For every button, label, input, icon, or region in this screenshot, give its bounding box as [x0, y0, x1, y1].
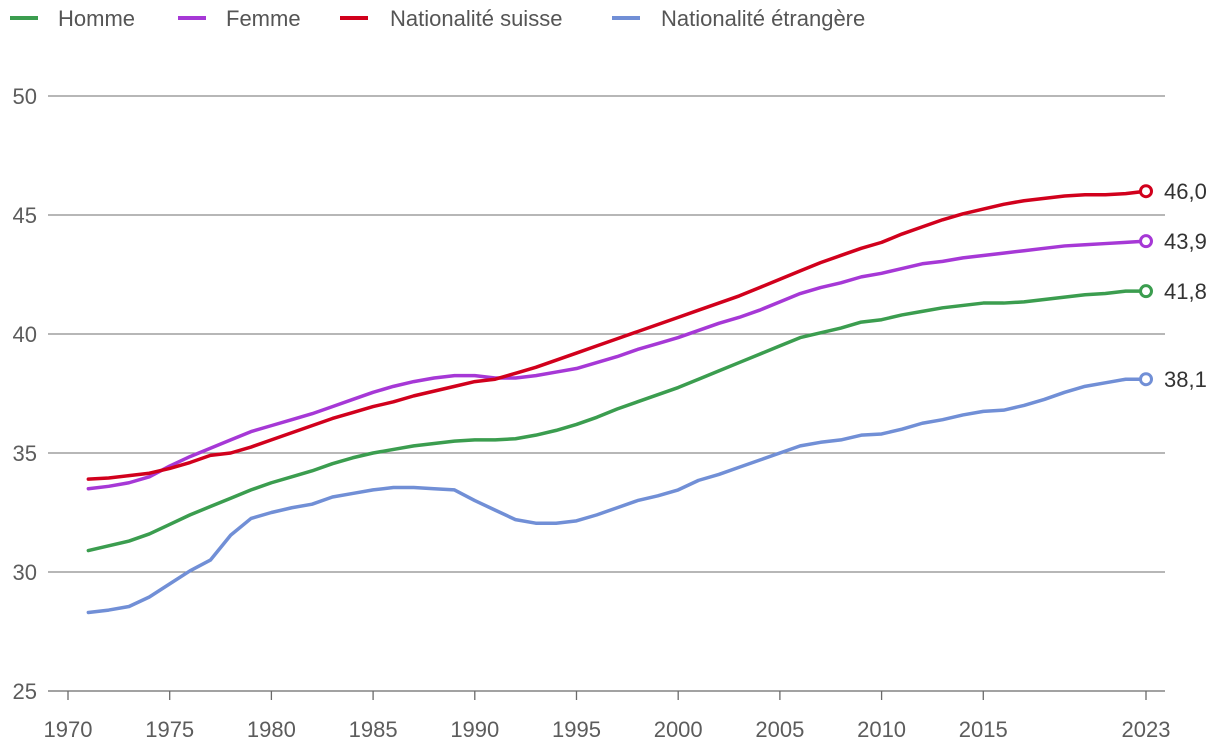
x-tick-label-2023: 2023	[1122, 717, 1171, 742]
x-tick-label-2005: 2005	[755, 717, 804, 742]
x-tick-label-1990: 1990	[450, 717, 499, 742]
legend-item-femme: Femme	[178, 6, 301, 31]
end-label-femme: 43,9	[1164, 229, 1207, 254]
end-marker-nationalite-etrangere	[1139, 372, 1153, 387]
x-axis: 1970 1975 1980 1985 1990 1995 2000 2005 2010 2015…	[44, 691, 1171, 742]
x-tick-label-1970: 1970	[44, 717, 93, 742]
series-line-nationalite-etrangere	[86, 377, 1148, 615]
end-marker-homme	[1139, 284, 1153, 299]
end-marker-femme	[1139, 234, 1153, 249]
x-tick-label-1975: 1975	[145, 717, 194, 742]
legend-label-homme: Homme	[58, 6, 135, 31]
legend-label-nationalite-suisse: Nationalité suisse	[390, 6, 562, 31]
y-axis: 25 30 35 40 45 50	[13, 84, 37, 704]
end-label-nationalite-suisse: 46,0	[1164, 179, 1207, 204]
legend: Homme Femme Nationalité suisse Nationali…	[10, 6, 865, 31]
legend-item-homme: Homme	[10, 6, 135, 31]
series-lines	[86, 189, 1148, 615]
end-label-homme: 41,8	[1164, 279, 1207, 304]
x-tick-label-1980: 1980	[247, 717, 296, 742]
y-tick-label-40: 40	[13, 322, 37, 347]
x-tick-label-2015: 2015	[959, 717, 1008, 742]
legend-label-nationalite-etrangere: Nationalité étrangère	[661, 6, 865, 31]
y-tick-label-30: 30	[13, 560, 37, 585]
series-line-homme	[86, 289, 1148, 553]
legend-item-nationalite-suisse: Nationalité suisse	[340, 6, 562, 31]
y-tick-label-25: 25	[13, 679, 37, 704]
legend-label-femme: Femme	[226, 6, 301, 31]
x-tick-label-1985: 1985	[349, 717, 398, 742]
series-line-femme	[86, 239, 1148, 491]
y-tick-label-45: 45	[13, 203, 37, 228]
x-tick-label-2010: 2010	[857, 717, 906, 742]
end-markers: 41,8 43,9 46,0 38,1	[1139, 179, 1207, 392]
x-tick-label-1995: 1995	[552, 717, 601, 742]
series-line-nationalite-suisse	[86, 189, 1148, 481]
x-tick-label-2000: 2000	[654, 717, 703, 742]
end-label-nationalite-etrangere: 38,1	[1164, 367, 1207, 392]
gridlines	[48, 95, 1165, 692]
y-tick-label-35: 35	[13, 441, 37, 466]
legend-item-nationalite-etrangere: Nationalité étrangère	[612, 6, 865, 31]
y-tick-label-50: 50	[13, 84, 37, 109]
end-marker-nationalite-suisse	[1139, 184, 1153, 199]
